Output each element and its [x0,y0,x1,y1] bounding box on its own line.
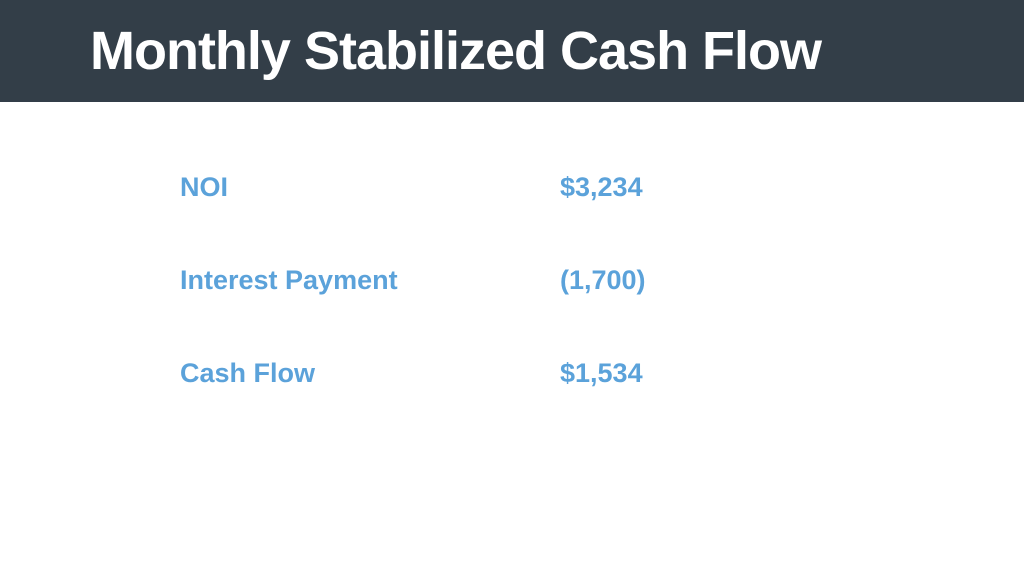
table-row: NOI $3,234 [180,172,1024,203]
row-value-interest: (1,700) [560,265,646,296]
row-label-cashflow: Cash Flow [180,358,560,389]
row-label-noi: NOI [180,172,560,203]
row-value-noi: $3,234 [560,172,643,203]
row-value-cashflow: $1,534 [560,358,643,389]
header-bar: Monthly Stabilized Cash Flow [0,0,1024,102]
table-row: Cash Flow $1,534 [180,358,1024,389]
cashflow-table: NOI $3,234 Interest Payment (1,700) Cash… [0,102,1024,389]
table-row: Interest Payment (1,700) [180,265,1024,296]
row-label-interest: Interest Payment [180,265,560,296]
page-title: Monthly Stabilized Cash Flow [90,20,821,82]
